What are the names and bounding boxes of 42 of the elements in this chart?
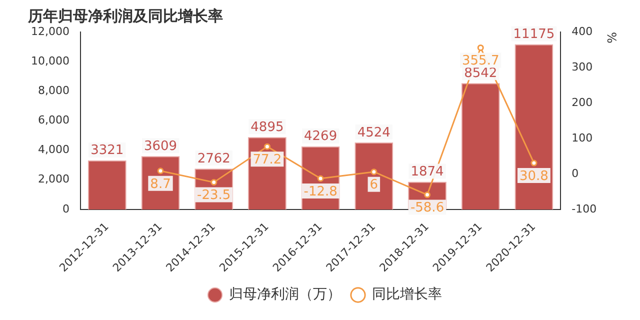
y-tick-label: 10,000: [30, 54, 70, 68]
point: [530, 160, 538, 166]
y-tick-label: 12,000: [30, 24, 70, 38]
y-tick-label: 4,000: [38, 143, 70, 156]
point: [317, 175, 324, 182]
data-label: -23.5: [197, 188, 231, 204]
y-tick-label: 8,000: [38, 84, 70, 98]
y2-axis-title: %: [604, 32, 619, 44]
data-label: 4269: [304, 129, 338, 144]
y2-tick-label: 0: [572, 166, 579, 180]
y2-tick-label: 300: [572, 60, 593, 74]
data-label: 11175: [513, 27, 555, 42]
data-label: 2762: [197, 151, 230, 166]
point: [157, 168, 164, 174]
data-label: 8542: [464, 66, 498, 82]
chart-title: 历年归母净利润及同比增长率: [27, 6, 223, 25]
data-label: 4524: [357, 125, 390, 140]
data-label: -58.6: [410, 200, 444, 216]
point: [477, 44, 484, 51]
data-label: 30.8: [519, 168, 548, 184]
point: [264, 143, 270, 150]
legend-label: 归母净利润（万）: [229, 286, 341, 303]
y-tick-label: 2,000: [38, 172, 70, 186]
y2-tick-label: 400: [572, 24, 593, 38]
data-label: -12.8: [304, 184, 338, 200]
y-tick-label: 0: [62, 202, 70, 216]
y-tick-label: 6,000: [38, 114, 70, 127]
data-label: 77.2: [252, 152, 282, 168]
y2-tick-label: 100: [572, 131, 593, 144]
data-label: 3321: [90, 143, 124, 158]
point: [424, 192, 431, 198]
data-label: 6: [370, 178, 378, 193]
y2-tick-label: -100: [572, 202, 597, 216]
legend-label: 同比增长率: [372, 286, 442, 303]
data-label: 3609: [144, 138, 178, 154]
data-label: 4895: [250, 120, 284, 135]
point: [370, 168, 378, 176]
data-label: 355.7: [462, 54, 500, 69]
data-label: 8.7: [150, 176, 171, 192]
data-label: 1874: [410, 164, 444, 180]
y2-tick-label: 200: [572, 96, 593, 109]
point: [210, 179, 218, 186]
